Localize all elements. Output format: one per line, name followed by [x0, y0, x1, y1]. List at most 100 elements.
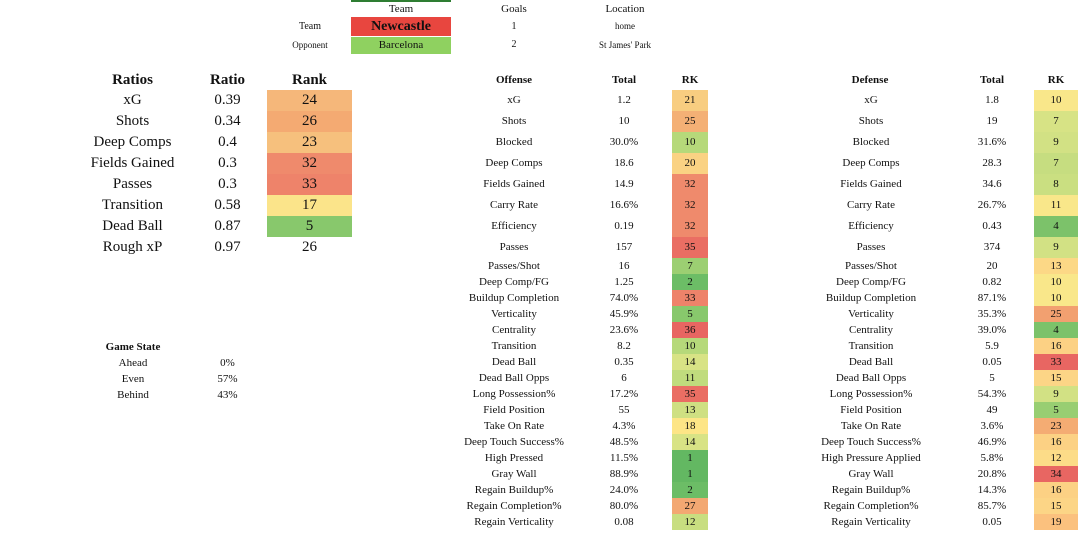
defense-row-label: Efficiency — [848, 220, 894, 232]
offense-row-total: 16 — [618, 260, 630, 272]
offense-rank-cell: 13 — [672, 402, 708, 418]
ratio-label: Deep Comps — [93, 134, 172, 150]
offense-row-label: Take On Rate — [483, 420, 545, 432]
defense-header-total: Total — [979, 74, 1005, 86]
offense-row-label: Long Possession% — [472, 388, 556, 400]
offense-row-label: Deep Touch Success% — [464, 436, 564, 448]
offense-rank-cell: 2 — [672, 274, 708, 290]
offense-row-total: 18.6 — [614, 157, 634, 169]
game-state-title: Game State — [105, 341, 161, 353]
defense-row-label: Centrality — [849, 324, 893, 336]
ratio-value: 0.97 — [214, 239, 241, 255]
defense-row-total: 49 — [986, 404, 998, 416]
defense-rank-cell: 9 — [1034, 386, 1078, 402]
defense-row-total: 0.05 — [982, 516, 1002, 528]
offense-row-label: High Pressed — [484, 452, 544, 464]
defense-row-total: 31.6% — [977, 136, 1007, 148]
defense-row-label: Dead Ball — [848, 356, 894, 368]
offense-rank-cell: 7 — [672, 258, 708, 274]
offense-rank-cell: 10 — [672, 338, 708, 354]
defense-row-label: Passes — [856, 241, 886, 253]
ratio-label: Dead Ball — [102, 218, 163, 234]
defense-row-label: xG — [864, 94, 878, 106]
offense-rank-cell: 25 — [672, 111, 708, 132]
offense-row-label: Dead Ball — [491, 356, 537, 368]
defense-row-total: 14.3% — [977, 484, 1007, 496]
defense-rank-cell: 34 — [1034, 466, 1078, 482]
offense-rank-cell: 35 — [672, 386, 708, 402]
defense-row-total: 3.6% — [980, 420, 1004, 432]
defense-row-label: Regain Completion% — [823, 500, 919, 512]
defense-row-label: Deep Comps — [842, 157, 900, 169]
defense-row-total: 54.3% — [977, 388, 1007, 400]
defense-row-total: 20.8% — [977, 468, 1007, 480]
header-accent-line — [351, 0, 451, 2]
defense-rank-cell: 8 — [1034, 174, 1078, 195]
offense-rank-cell: 5 — [672, 306, 708, 322]
ratio-rank-cell: 26 — [267, 237, 352, 258]
offense-row-total: 24.0% — [609, 484, 639, 496]
defense-rank-cell: 7 — [1034, 153, 1078, 174]
ratio-label: Transition — [101, 197, 164, 213]
offense-row-total: 55 — [618, 404, 630, 416]
defense-rank-cell: 11 — [1034, 195, 1078, 216]
offense-rank-cell: 32 — [672, 174, 708, 195]
offense-row-label: Field Position — [483, 404, 545, 416]
ratio-value: 0.34 — [214, 113, 241, 129]
defense-rank-cell: 7 — [1034, 111, 1078, 132]
defense-row-label: Take On Rate — [840, 420, 902, 432]
defense-row-total: 34.6 — [982, 178, 1002, 190]
offense-row-label: Carry Rate — [490, 199, 538, 211]
offense-row-total: 14.9 — [614, 178, 634, 190]
offense-row-total: 0.19 — [614, 220, 634, 232]
offense-rank-cell: 32 — [672, 216, 708, 237]
defense-row-label: Regain Verticality — [831, 516, 911, 528]
offense-header-label: Offense — [495, 74, 533, 86]
offense-rank-cell: 32 — [672, 195, 708, 216]
defense-rank-cell: 13 — [1034, 258, 1078, 274]
ratio-rank-cell: 17 — [267, 195, 352, 216]
ratio-label: xG — [123, 92, 142, 108]
offense-row-total: 1.25 — [614, 276, 634, 288]
defense-row-total: 39.0% — [977, 324, 1007, 336]
defense-row-total: 28.3 — [982, 157, 1002, 169]
ratio-value: 0.3 — [218, 155, 237, 171]
offense-row-label: Gray Wall — [491, 468, 537, 480]
defense-row-label: Field Position — [840, 404, 902, 416]
defense-row-total: 0.05 — [982, 356, 1002, 368]
defense-row-label: Transition — [848, 340, 894, 352]
game-state-value: 43% — [217, 389, 238, 401]
defense-rank-cell: 5 — [1034, 402, 1078, 418]
defense-rank-cell: 16 — [1034, 482, 1078, 498]
ratio-rank-cell: 23 — [267, 132, 352, 153]
defense-row-label: Regain Buildup% — [831, 484, 911, 496]
offense-header-rk: RK — [681, 74, 699, 86]
offense-row-total: 0.35 — [614, 356, 634, 368]
offense-row-total: 80.0% — [609, 500, 639, 512]
game-state-label: Ahead — [118, 357, 148, 369]
defense-rank-cell: 33 — [1034, 354, 1078, 370]
opponent-label: Opponent — [292, 40, 328, 50]
defense-row-total: 19 — [986, 115, 998, 127]
offense-row-label: Passes/Shot — [488, 260, 540, 272]
defense-row-total: 87.1% — [977, 292, 1007, 304]
defense-row-label: Fields Gained — [840, 178, 902, 190]
ratio-rank-cell: 26 — [267, 111, 352, 132]
offense-row-label: Buildup Completion — [468, 292, 560, 304]
offense-row-label: Regain Verticality — [474, 516, 554, 528]
offense-row-total: 88.9% — [609, 468, 639, 480]
defense-rank-cell: 9 — [1034, 237, 1078, 258]
offense-rank-cell: 36 — [672, 322, 708, 338]
col-team-header: Team — [388, 3, 414, 15]
offense-row-label: xG — [507, 94, 521, 106]
offense-rank-cell: 21 — [672, 90, 708, 111]
offense-rank-cell: 20 — [672, 153, 708, 174]
defense-row-total: 20 — [986, 260, 998, 272]
offense-row-total: 6 — [621, 372, 627, 384]
offense-rank-cell: 1 — [672, 466, 708, 482]
ratio-value: 0.3 — [218, 176, 237, 192]
game-state-label: Behind — [117, 389, 149, 401]
ratio-rank-cell: 32 — [267, 153, 352, 174]
offense-row-total: 1.2 — [617, 94, 631, 106]
ratio-value: 0.58 — [214, 197, 241, 213]
